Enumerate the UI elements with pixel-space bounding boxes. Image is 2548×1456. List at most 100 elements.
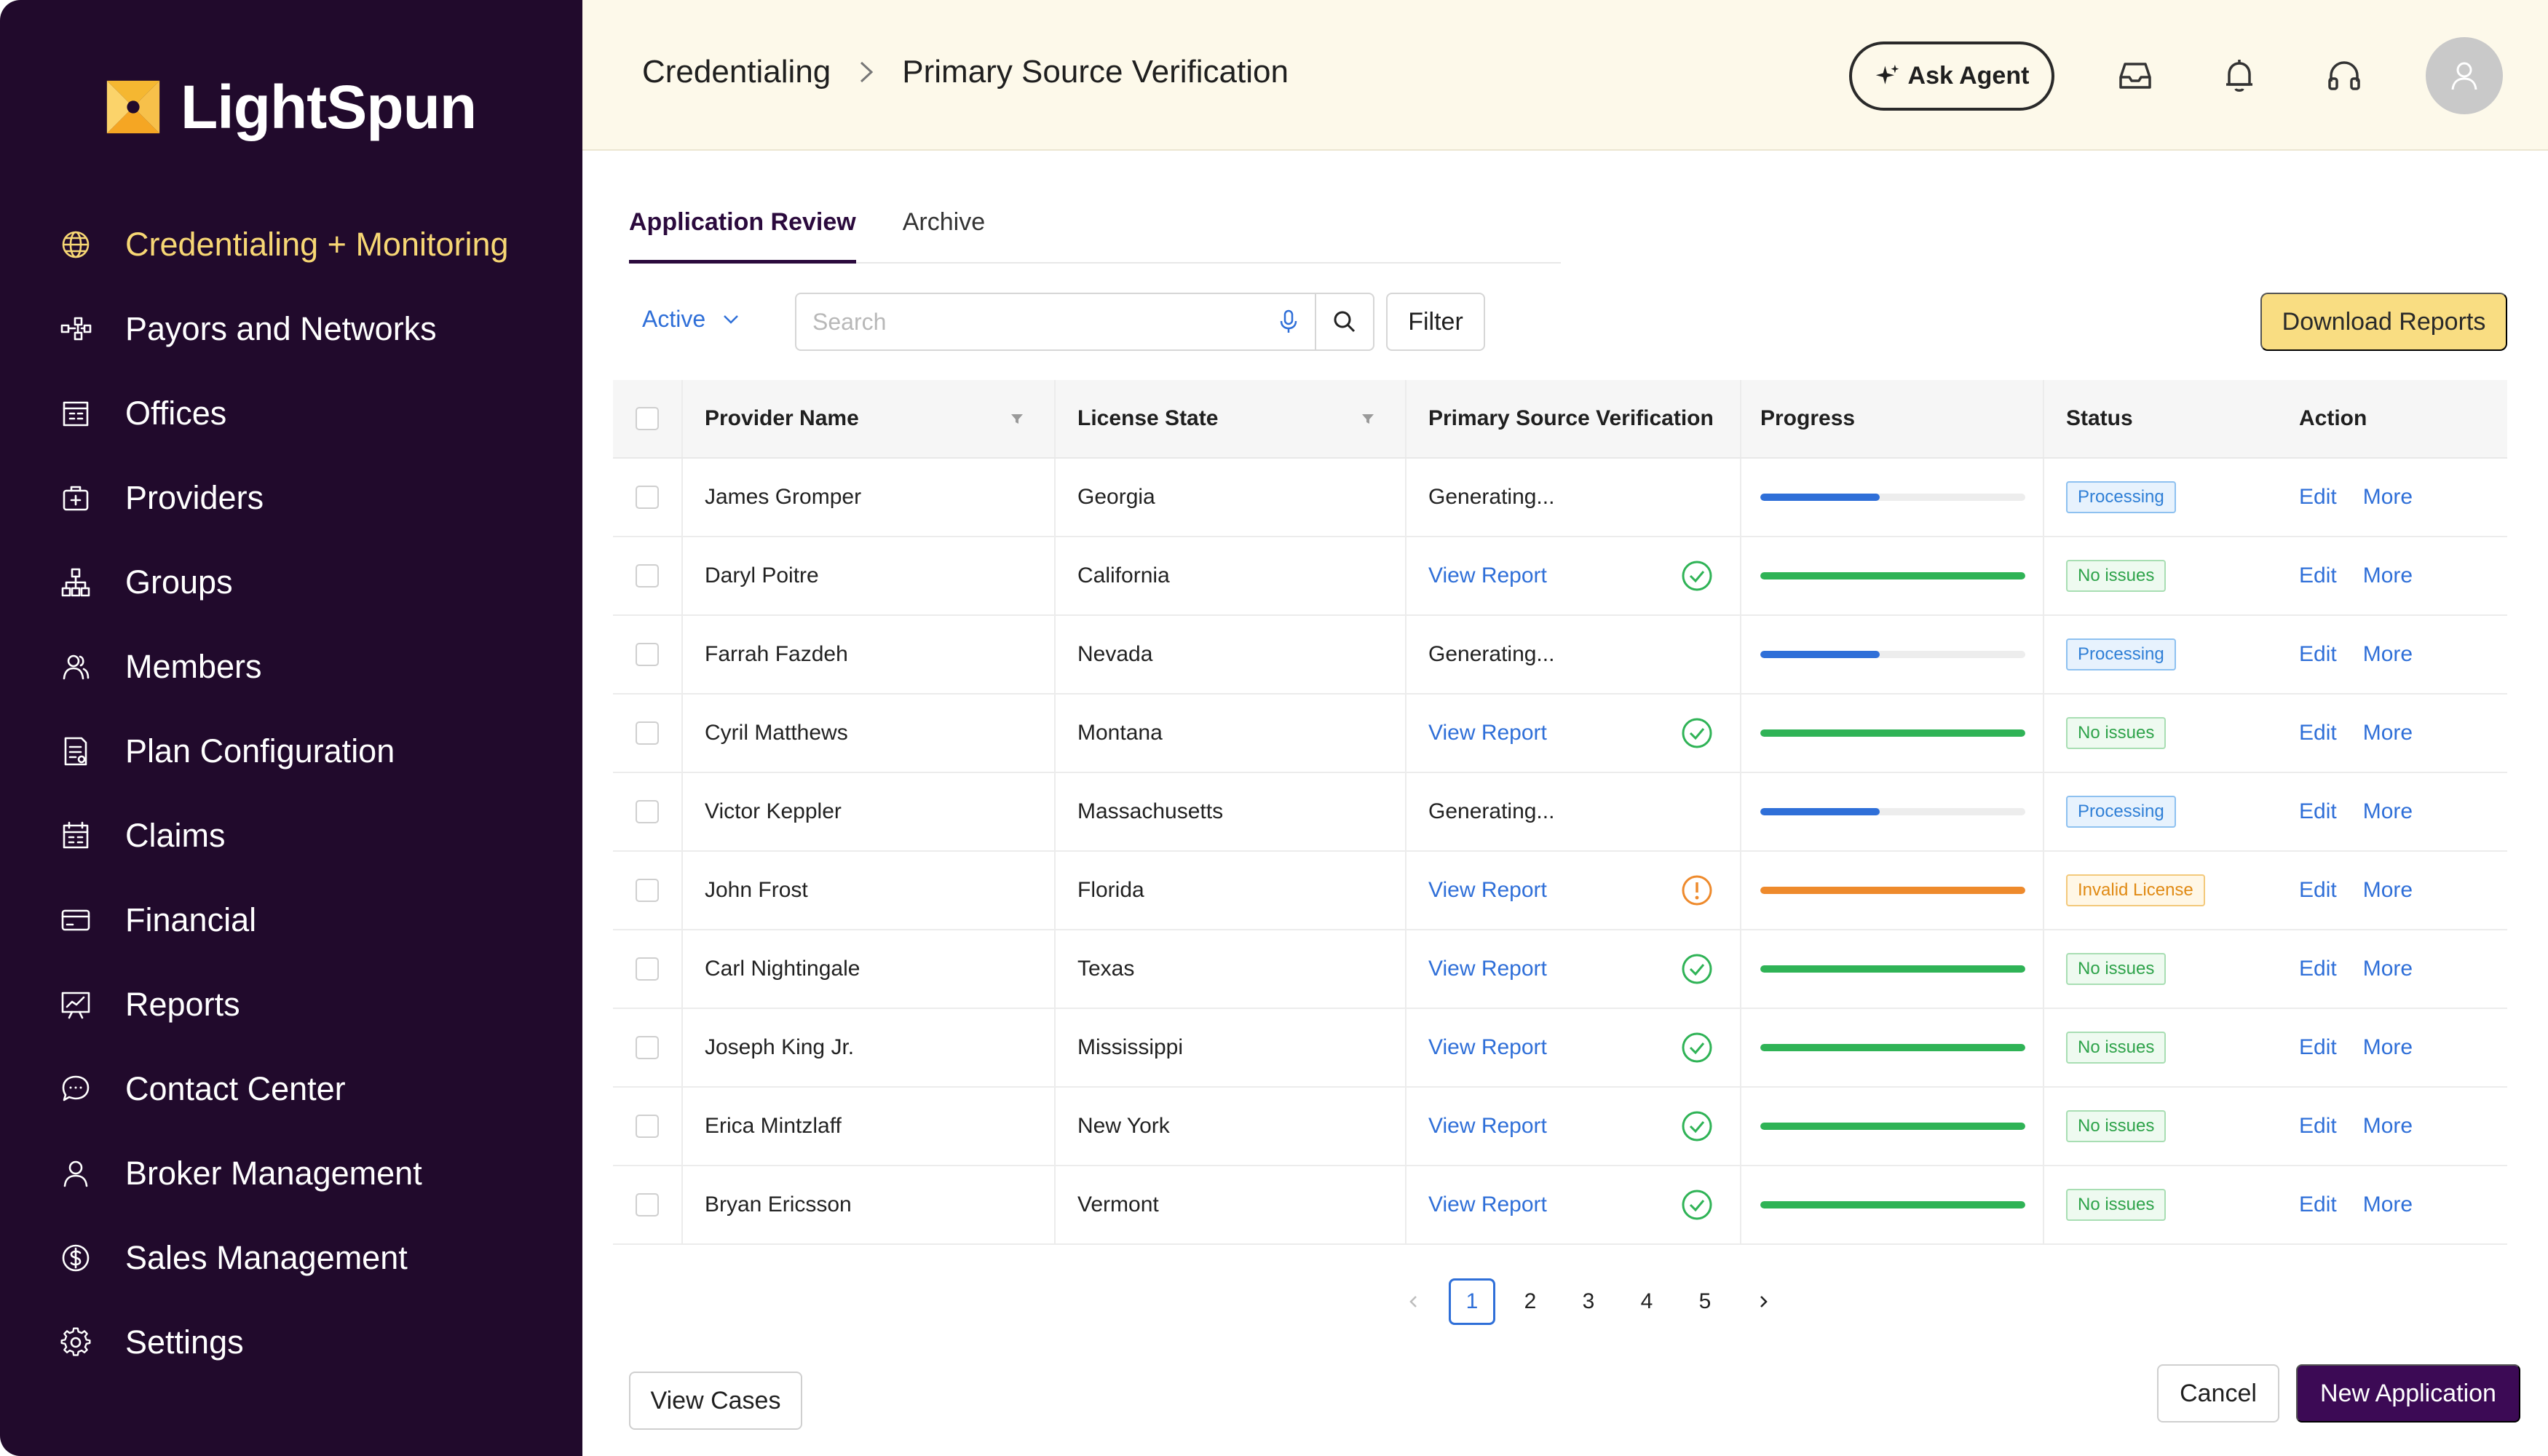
view-report-link[interactable]: View Report [1428, 957, 1547, 981]
sidebar-item-plan-configuration[interactable]: Plan Configuration [0, 709, 582, 794]
more-link[interactable]: More [2362, 878, 2413, 902]
edit-link[interactable]: Edit [2299, 1192, 2337, 1216]
filter-funnel-icon[interactable] [1009, 411, 1025, 427]
status-filter-dropdown[interactable]: Active [642, 306, 740, 333]
microphone-icon[interactable] [1274, 307, 1303, 336]
inbox-icon[interactable] [2113, 54, 2157, 98]
tab-application-review[interactable]: Application Review [629, 195, 856, 264]
sidebar-item-settings[interactable]: Settings [0, 1300, 582, 1385]
row-checkbox[interactable] [636, 879, 659, 902]
row-checkbox[interactable] [636, 486, 659, 509]
edit-link[interactable]: Edit [2299, 1114, 2337, 1138]
sidebar-item-payors-and-networks[interactable]: Payors and Networks [0, 287, 582, 371]
office-icon [58, 396, 93, 431]
edit-link[interactable]: Edit [2299, 878, 2337, 902]
page-5-button[interactable]: 5 [1698, 1289, 1712, 1313]
edit-link[interactable]: Edit [2299, 563, 2337, 587]
more-link[interactable]: More [2362, 1192, 2413, 1216]
chevron-right-icon [857, 60, 876, 84]
psv-status-text: Generating... [1428, 799, 1555, 823]
progress-cell [1741, 930, 2044, 1008]
row-checkbox[interactable] [636, 1193, 659, 1216]
card-icon [58, 903, 93, 938]
download-reports-button[interactable]: Download Reports [2260, 293, 2507, 351]
sidebar-item-credentialing-monitoring[interactable]: Credentialing + Monitoring [0, 202, 582, 287]
view-report-link[interactable]: View Report [1428, 721, 1547, 745]
progress-bar-fill [1760, 1201, 2025, 1208]
page-1-button[interactable]: 1 [1449, 1278, 1495, 1325]
row-checkbox[interactable] [636, 721, 659, 745]
page-4-button[interactable]: 4 [1640, 1289, 1653, 1313]
sidebar-item-providers[interactable]: Providers [0, 456, 582, 540]
progress-bar [1760, 1044, 2025, 1051]
sidebar-item-reports[interactable]: Reports [0, 962, 582, 1047]
row-checkbox[interactable] [636, 1036, 659, 1059]
more-link[interactable]: More [2362, 799, 2413, 823]
sidebar-item-groups[interactable]: Groups [0, 540, 582, 625]
warning-circle-icon [1682, 875, 1712, 906]
user-avatar[interactable] [2426, 37, 2503, 114]
search-input[interactable] [812, 308, 1249, 336]
provider-name: Cyril Matthews [683, 695, 1056, 772]
more-link[interactable]: More [2362, 957, 2413, 981]
row-checkbox[interactable] [636, 957, 659, 981]
next-page-button[interactable] [1740, 1278, 1787, 1325]
prev-page-button[interactable] [1390, 1278, 1437, 1325]
row-checkbox[interactable] [636, 643, 659, 666]
row-select-cell [613, 773, 683, 850]
headset-icon[interactable] [2322, 54, 2366, 98]
bell-icon[interactable] [2217, 54, 2261, 98]
sidebar-item-claims[interactable]: Claims [0, 794, 582, 878]
edit-link[interactable]: Edit [2299, 721, 2337, 745]
row-checkbox[interactable] [636, 564, 659, 587]
row-checkbox[interactable] [636, 1115, 659, 1138]
more-link[interactable]: More [2362, 1114, 2413, 1138]
chevron-right-icon [1760, 1296, 1768, 1307]
filter-button[interactable]: Filter [1386, 293, 1485, 351]
sidebar-item-contact-center[interactable]: Contact Center [0, 1047, 582, 1131]
edit-link[interactable]: Edit [2299, 485, 2337, 509]
search-button[interactable] [1315, 293, 1374, 351]
more-link[interactable]: More [2362, 642, 2413, 666]
sidebar-item-members[interactable]: Members [0, 625, 582, 709]
row-checkbox[interactable] [636, 800, 659, 823]
progress-cell [1741, 852, 2044, 929]
breadcrumb-credentialing[interactable]: Credentialing [642, 54, 831, 90]
page-2-button[interactable]: 2 [1524, 1289, 1537, 1313]
new-application-button[interactable]: New Application [2296, 1364, 2520, 1423]
more-link[interactable]: More [2362, 721, 2413, 745]
view-report-link[interactable]: View Report [1428, 563, 1547, 587]
sidebar-item-label: Sales Management [125, 1239, 408, 1276]
more-link[interactable]: More [2362, 485, 2413, 509]
view-cases-button[interactable]: View Cases [629, 1372, 802, 1430]
sidebar-item-financial[interactable]: Financial [0, 878, 582, 962]
progress-bar [1760, 1201, 2025, 1208]
view-report-link[interactable]: View Report [1428, 878, 1547, 902]
select-all-checkbox[interactable] [636, 407, 659, 430]
view-report-link[interactable]: View Report [1428, 1035, 1547, 1059]
filter-funnel-icon[interactable] [1360, 411, 1376, 427]
sidebar-item-broker-management[interactable]: Broker Management [0, 1131, 582, 1216]
sidebar-item-sales-management[interactable]: Sales Management [0, 1216, 582, 1300]
edit-link[interactable]: Edit [2299, 957, 2337, 981]
column-label: License State [1077, 406, 1219, 430]
edit-link[interactable]: Edit [2299, 642, 2337, 666]
edit-link[interactable]: Edit [2299, 1035, 2337, 1059]
column-license-state[interactable]: License State [1056, 380, 1406, 457]
sidebar-item-label: Settings [125, 1324, 244, 1361]
psv-cell: Generating... [1406, 616, 1741, 693]
view-report-link[interactable]: View Report [1428, 1192, 1547, 1216]
sidebar-item-label: Payors and Networks [125, 310, 437, 347]
column-provider-name[interactable]: Provider Name [683, 380, 1056, 457]
edit-link[interactable]: Edit [2299, 799, 2337, 823]
sidebar-item-offices[interactable]: Offices [0, 371, 582, 456]
psv-cell: View Report [1406, 1166, 1741, 1243]
ask-agent-button[interactable]: Ask Agent [1849, 41, 2054, 111]
view-report-link[interactable]: View Report [1428, 1114, 1547, 1138]
page-3-button[interactable]: 3 [1582, 1289, 1595, 1313]
tab-archive[interactable]: Archive [902, 208, 986, 236]
more-link[interactable]: More [2362, 1035, 2413, 1059]
logo[interactable]: LightSpun [102, 67, 477, 147]
more-link[interactable]: More [2362, 563, 2413, 587]
cancel-button[interactable]: Cancel [2157, 1364, 2279, 1423]
